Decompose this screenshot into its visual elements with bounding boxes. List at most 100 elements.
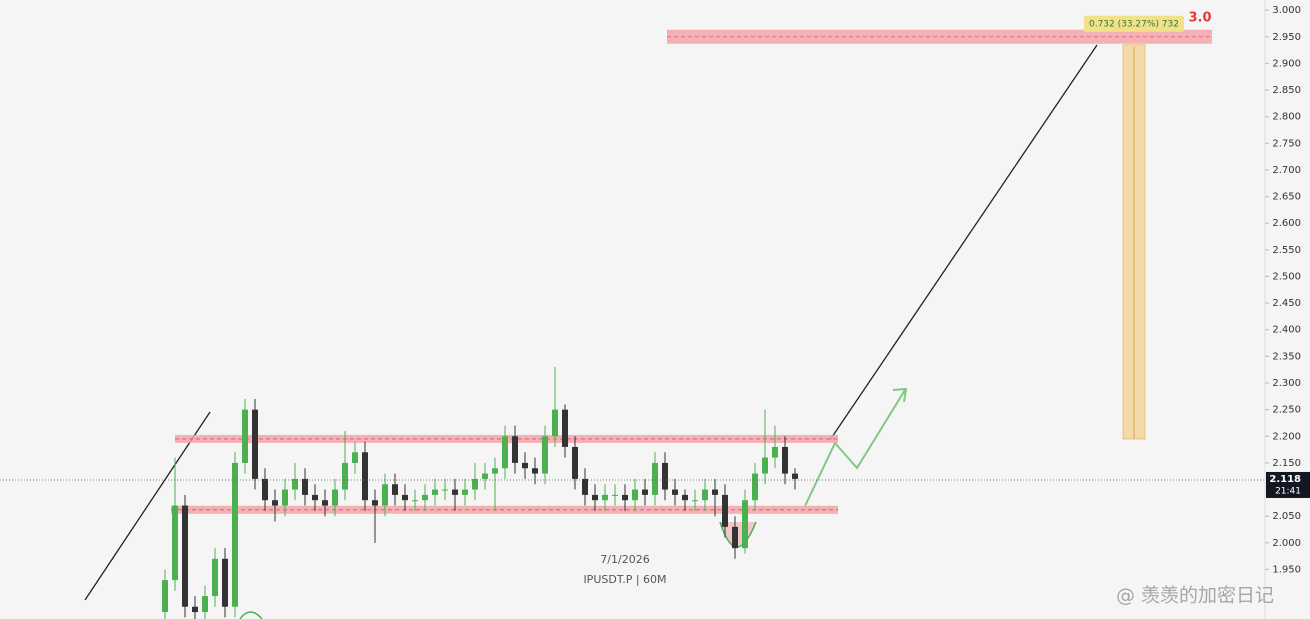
date-label: 7/1/2026 (600, 553, 649, 566)
candle-body (522, 462, 528, 469)
y-tick-label: 2.900 (1272, 58, 1301, 69)
candle-body (562, 409, 568, 447)
arrow-head (892, 387, 908, 403)
y-tick-label: 2.150 (1272, 458, 1301, 469)
candle-body (332, 489, 338, 506)
candle-body (232, 462, 238, 607)
candle-body (732, 526, 738, 549)
candle-body (572, 446, 578, 479)
candle-body (652, 462, 658, 495)
candle-body (722, 494, 728, 527)
candle-body (542, 436, 548, 474)
current-price-label: 2.118 (1269, 474, 1301, 485)
candle-body (202, 596, 208, 613)
candle-body (712, 489, 718, 495)
y-tick-label: 2.050 (1272, 511, 1301, 522)
y-tick-label: 2.000 (1272, 538, 1301, 549)
candle-body (382, 484, 388, 506)
measure-label: 0.732 (33.27%) 732 (1089, 19, 1179, 29)
path-arrow (804, 389, 906, 507)
candle-body (692, 500, 698, 502)
countdown-label: 21:41 (1275, 486, 1301, 496)
y-tick-label: 2.750 (1272, 138, 1301, 149)
candle-body (272, 500, 278, 506)
candle-body (752, 473, 758, 501)
target-label: 3.0 (1188, 11, 1211, 26)
candle-body (662, 462, 668, 490)
candle-body (482, 473, 488, 479)
y-tick-label: 2.850 (1272, 85, 1301, 96)
candle-body (742, 500, 748, 549)
candle-body (322, 500, 328, 506)
candle-body (602, 494, 608, 501)
candle-body (702, 489, 708, 501)
candle-body (582, 478, 588, 495)
candle-body (172, 505, 178, 581)
candle-body (492, 468, 498, 474)
projection-line (829, 44, 1098, 441)
candle-body (162, 580, 168, 613)
candle-body (532, 468, 538, 474)
candle-body (462, 489, 468, 495)
y-tick-label: 2.500 (1272, 271, 1301, 282)
candle-body (422, 494, 428, 501)
candle-body (432, 489, 438, 495)
candle-body (642, 489, 648, 495)
candle-body (182, 505, 188, 607)
candle-body (682, 494, 688, 501)
candle-body (442, 489, 448, 491)
y-tick-label: 1.950 (1272, 564, 1301, 575)
y-tick-label: 2.200 (1272, 431, 1301, 442)
candle-body (472, 478, 478, 490)
y-tick-label: 2.250 (1272, 405, 1301, 416)
candle-body (282, 489, 288, 506)
candle-body (192, 606, 198, 613)
candle-body (342, 462, 348, 490)
candle-body (452, 489, 458, 495)
candle-body (632, 489, 638, 501)
candle-body (222, 558, 228, 607)
candle-body (792, 473, 798, 479)
curve-marker (239, 611, 263, 619)
candle-body (392, 484, 398, 495)
y-tick-label: 2.700 (1272, 165, 1301, 176)
candle-body (762, 457, 768, 474)
candle-body (302, 478, 308, 495)
y-tick-label: 2.800 (1272, 112, 1301, 123)
y-tick-label: 2.950 (1272, 32, 1301, 43)
candle-body (352, 452, 358, 463)
candle-body (782, 446, 788, 474)
trend-line (84, 411, 211, 601)
y-tick-label: 3.000 (1272, 5, 1301, 16)
candle-body (252, 409, 258, 479)
y-tick-label: 2.450 (1272, 298, 1301, 309)
candle-body (612, 494, 618, 496)
candle-body (592, 494, 598, 501)
candle-body (502, 436, 508, 469)
candle-body (672, 489, 678, 495)
candle-body (362, 452, 368, 501)
watermark: @ 羡羡的加密日记 (1116, 585, 1274, 607)
level-zone (667, 29, 1212, 44)
candle-body (512, 436, 518, 463)
current-price-box (1266, 471, 1310, 498)
candle-body (242, 409, 248, 463)
candle-body (372, 500, 378, 506)
candle-body (292, 478, 298, 490)
candle-body (772, 446, 778, 458)
candle-body (402, 494, 408, 501)
y-tick-label: 2.550 (1272, 245, 1301, 256)
candle-body (262, 478, 268, 501)
y-tick-label: 2.400 (1272, 325, 1301, 336)
y-tick-label: 2.600 (1272, 218, 1301, 229)
candle-body (622, 494, 628, 501)
candle-body (312, 494, 318, 501)
symbol-label: IPUSDT.P | 60M (583, 573, 666, 586)
y-tick-label: 2.300 (1272, 378, 1301, 389)
candle-body (212, 558, 218, 597)
y-tick-label: 2.650 (1272, 192, 1301, 203)
candle-body (552, 409, 558, 437)
